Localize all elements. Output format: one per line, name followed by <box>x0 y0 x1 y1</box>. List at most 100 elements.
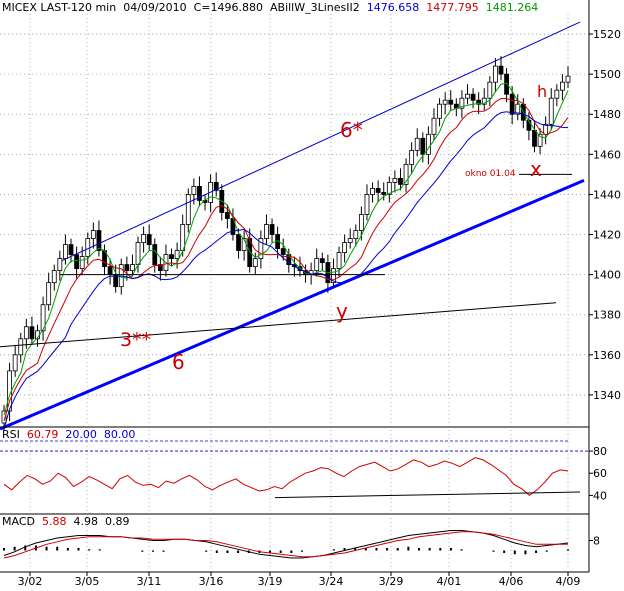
candle-body <box>90 230 96 239</box>
macd-value: 5.88 <box>41 515 67 528</box>
candle-body <box>481 97 487 105</box>
candle-body <box>409 149 415 165</box>
value-blue: 1476.658 <box>366 1 420 14</box>
candle-body <box>504 73 509 95</box>
candle-body <box>1 410 7 424</box>
y-tick-label: 1360 <box>593 349 621 362</box>
trend-line <box>0 179 585 431</box>
label-6: 6 <box>172 350 185 374</box>
date-label: 04/09/2010 <box>123 1 187 14</box>
label-3: 3** <box>120 329 151 351</box>
candle-body <box>74 254 79 270</box>
candle-body <box>381 192 387 195</box>
annotations: 6* 6 3** y h x okno 01.04 <box>120 82 547 374</box>
y-tick-label: 1500 <box>593 68 621 81</box>
candle-body <box>79 256 85 270</box>
rsi-header: RSI 60.79 20.00 80.00 <box>2 428 135 441</box>
candle-body <box>314 258 320 272</box>
candle-body <box>476 99 482 105</box>
candle-body <box>548 97 554 125</box>
y-tick-label: 1420 <box>593 229 621 242</box>
x-tick-label: 3/24 <box>319 575 344 588</box>
candle-body <box>358 214 364 231</box>
candle-body <box>40 304 46 332</box>
label-okno: okno 01.04 <box>465 169 516 179</box>
y-tick-label: 1340 <box>593 389 621 402</box>
rsi-trend-line <box>274 491 581 499</box>
candle-body <box>46 282 52 306</box>
candle-body <box>146 234 152 245</box>
candle-body <box>236 234 241 251</box>
x-tick-label: 3/16 <box>199 575 224 588</box>
candle-body <box>403 163 409 185</box>
candle-body <box>398 177 403 185</box>
value-green: 1481.264 <box>485 1 539 14</box>
candle-body <box>269 224 275 235</box>
candle-body <box>130 264 135 272</box>
macd-v3: 0.89 <box>104 515 130 528</box>
candle-body <box>526 119 532 131</box>
price-header: MICEX LAST-120 min 04/09/2010 C=1496.880… <box>2 1 538 14</box>
y-tick-label: 1520 <box>593 28 621 41</box>
candle-body <box>431 117 437 135</box>
candle-body <box>364 194 370 215</box>
candle-body <box>493 65 498 83</box>
candle-body <box>459 97 465 109</box>
indicator-label: ABillW_3LinesII2 <box>270 1 360 14</box>
candle-body <box>442 99 448 105</box>
ma-red <box>3 98 569 422</box>
x-tick-label: 3/19 <box>258 575 283 588</box>
x-tick-label: 4/01 <box>437 575 462 588</box>
rsi-value: 60.79 <box>26 428 59 441</box>
candle-body <box>152 244 158 266</box>
candle-body <box>487 81 493 99</box>
rsi-tick-label: 60 <box>593 467 607 480</box>
candle-body <box>386 182 392 195</box>
candle-body <box>437 103 442 119</box>
candle-body <box>414 137 420 151</box>
label-y: y <box>336 299 348 323</box>
macd-signal-line <box>3 531 568 559</box>
candle-body <box>375 188 381 193</box>
candle-body <box>124 264 130 272</box>
y-tick-label: 1380 <box>593 309 621 322</box>
rsi-panel <box>0 440 589 499</box>
trend-line <box>0 302 557 348</box>
candle-body <box>23 326 29 340</box>
x-tick-label: 4/06 <box>499 575 524 588</box>
ma-green <box>3 82 569 416</box>
candle-body <box>370 188 375 195</box>
candle-body <box>532 129 537 147</box>
candle-body <box>247 238 253 268</box>
candle-body <box>157 264 163 272</box>
close-label: C=1496.880 <box>193 1 263 14</box>
candle-body <box>537 133 543 147</box>
candle-body <box>185 194 191 225</box>
candle-body <box>12 354 18 372</box>
x-tick-label: 3/11 <box>137 575 162 588</box>
candle-body <box>353 230 359 239</box>
candle-body <box>57 258 63 272</box>
candle-body <box>252 258 258 268</box>
candle-body <box>448 99 454 105</box>
candle-body <box>141 234 147 243</box>
candle-body <box>174 250 180 259</box>
rsi-line <box>3 457 569 497</box>
x-tick-label: 3/29 <box>379 575 404 588</box>
macd-name: MACD <box>2 515 35 528</box>
candle-body <box>191 186 197 195</box>
candle-body <box>29 326 35 340</box>
candle-body <box>258 238 264 259</box>
candle-body <box>331 268 336 284</box>
candle-body <box>509 93 515 115</box>
macd-tick-label: 8 <box>593 535 600 548</box>
candle-body <box>392 177 398 183</box>
y-tick-label: 1440 <box>593 188 621 201</box>
y-tick-label: 1400 <box>593 269 621 282</box>
candle-body <box>169 254 174 259</box>
candle-body <box>107 266 113 276</box>
candle-body <box>342 242 348 253</box>
label-h: h <box>537 82 547 101</box>
